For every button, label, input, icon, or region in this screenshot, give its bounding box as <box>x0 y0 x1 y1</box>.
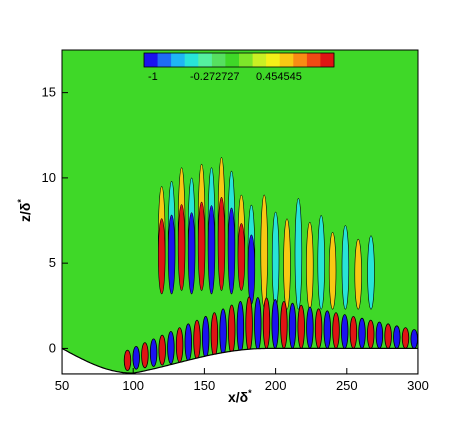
colorbar-swatch <box>239 53 253 67</box>
contour-streak <box>280 300 288 349</box>
upper-streaks <box>158 157 375 310</box>
contour-core <box>247 234 256 305</box>
x-tick-label: 50 <box>55 378 69 393</box>
y-tick-label: 0 <box>49 340 56 355</box>
colorbar-label-mid: -0.272727 <box>190 71 240 83</box>
plot-area <box>62 50 418 374</box>
x-axis-label: x/δ* <box>228 388 252 405</box>
colorbar-swatch <box>157 53 172 67</box>
contour-core <box>207 205 216 295</box>
contour-streak <box>158 334 166 366</box>
contour-streak <box>236 300 245 354</box>
colorbar-swatch <box>171 53 185 67</box>
x-tick-label: 100 <box>122 378 144 393</box>
contour-streak <box>141 342 149 369</box>
contour-streak <box>201 315 210 359</box>
contour-core <box>158 218 166 295</box>
contour-streak <box>375 321 384 349</box>
colorbar-swatch <box>306 53 321 67</box>
contour-streak <box>184 323 192 362</box>
contour-streak <box>262 297 271 350</box>
contour-streak <box>193 319 201 361</box>
contour-streak <box>367 235 375 310</box>
x-axis: 50 100 150 200 250 300 <box>55 368 429 393</box>
y-axis: 0 5 10 15 <box>42 85 68 355</box>
contour-core <box>237 223 246 291</box>
contour-core <box>227 207 236 295</box>
contour-streak <box>271 211 280 308</box>
contour-streak <box>297 304 305 349</box>
y-tick-label: 15 <box>42 85 56 100</box>
contour-streak <box>227 304 236 355</box>
colorbar-swatch <box>320 53 335 67</box>
contour-core <box>217 196 226 291</box>
contour-streak <box>306 221 314 310</box>
colorbar-swatch <box>293 53 308 67</box>
contour-streak <box>132 345 140 370</box>
x-tick-label: 200 <box>265 378 287 393</box>
contour-core <box>167 214 176 295</box>
contour-streak <box>306 306 314 349</box>
x-tick-label: 250 <box>336 378 358 393</box>
contour-streak <box>358 317 366 349</box>
contour-streak <box>341 314 349 349</box>
contour-streak <box>328 232 337 310</box>
y-tick-label: 10 <box>42 170 56 185</box>
y-tick-label: 5 <box>49 255 56 270</box>
colorbar-swatch <box>279 53 294 67</box>
contour-streak <box>219 308 227 357</box>
contour-streak <box>410 329 418 349</box>
contour-core <box>177 204 186 291</box>
contour-streak <box>149 338 158 367</box>
contour-streak <box>175 327 184 363</box>
colorbar-frame <box>143 52 335 68</box>
contour-streak <box>384 323 392 349</box>
colorbar <box>143 52 335 68</box>
contour-streak <box>323 310 331 349</box>
contour-streak <box>332 312 340 349</box>
contour-streak <box>401 327 410 349</box>
contour-streak <box>393 325 401 349</box>
contour-streak <box>123 349 132 371</box>
colorbar-swatch <box>252 53 267 67</box>
x-tick-label: 150 <box>194 378 216 393</box>
y-axis-label: z/δ* <box>16 199 33 222</box>
contour-core <box>197 201 206 291</box>
contour-streak <box>167 330 175 365</box>
colorbar-swatch <box>198 53 213 67</box>
contour-streak <box>245 296 253 352</box>
contour-streak <box>283 218 291 310</box>
contour-streak <box>254 297 262 351</box>
contour-streak <box>349 315 358 349</box>
contour-core <box>187 212 196 295</box>
x-tick-label: 300 <box>407 378 429 393</box>
contour-streak <box>260 194 268 308</box>
colorbar-swatch <box>211 53 226 67</box>
contour-streak <box>294 198 303 310</box>
contour-streak <box>354 238 362 310</box>
contour-streak <box>210 312 219 358</box>
colorbar-swatch <box>184 53 199 67</box>
colorbar-swatch <box>144 53 158 67</box>
contour-streak <box>314 308 323 349</box>
colorbar-swatch <box>266 53 280 67</box>
wall-surface <box>62 347 418 374</box>
contour-streak <box>367 319 375 349</box>
contour-streak <box>271 299 279 349</box>
colorbar-swatch <box>225 53 240 67</box>
contour-streak <box>341 225 350 310</box>
contour-streak <box>317 215 325 310</box>
plot-frame <box>61 49 419 375</box>
colorbar-label-high: 0.454545 <box>256 71 302 83</box>
colorbar-label-min: -1 <box>148 71 158 83</box>
contour-streak <box>288 302 297 349</box>
